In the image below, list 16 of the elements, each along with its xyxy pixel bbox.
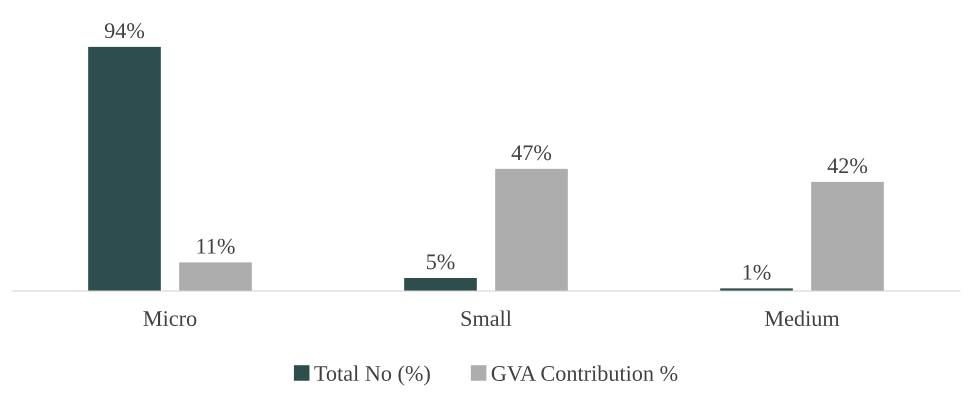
bar	[495, 168, 568, 291]
bar	[811, 182, 884, 291]
legend-label: Total No (%)	[314, 365, 430, 386]
data-label: 1%	[744, 264, 771, 280]
bar	[404, 278, 477, 291]
data-label: 11%	[198, 238, 235, 254]
bar	[88, 46, 161, 291]
data-label: 47%	[512, 145, 552, 160]
x-tick-label: Micro	[143, 311, 196, 326]
bar	[179, 262, 252, 291]
data-label: 42%	[828, 158, 868, 174]
x-tick-label: Small	[462, 310, 512, 326]
legend-label: GVA Contribution %	[492, 365, 678, 382]
x-tick-label: Medium	[764, 310, 840, 326]
data-label: 5%	[426, 254, 455, 270]
data-label: 94%	[104, 23, 144, 38]
